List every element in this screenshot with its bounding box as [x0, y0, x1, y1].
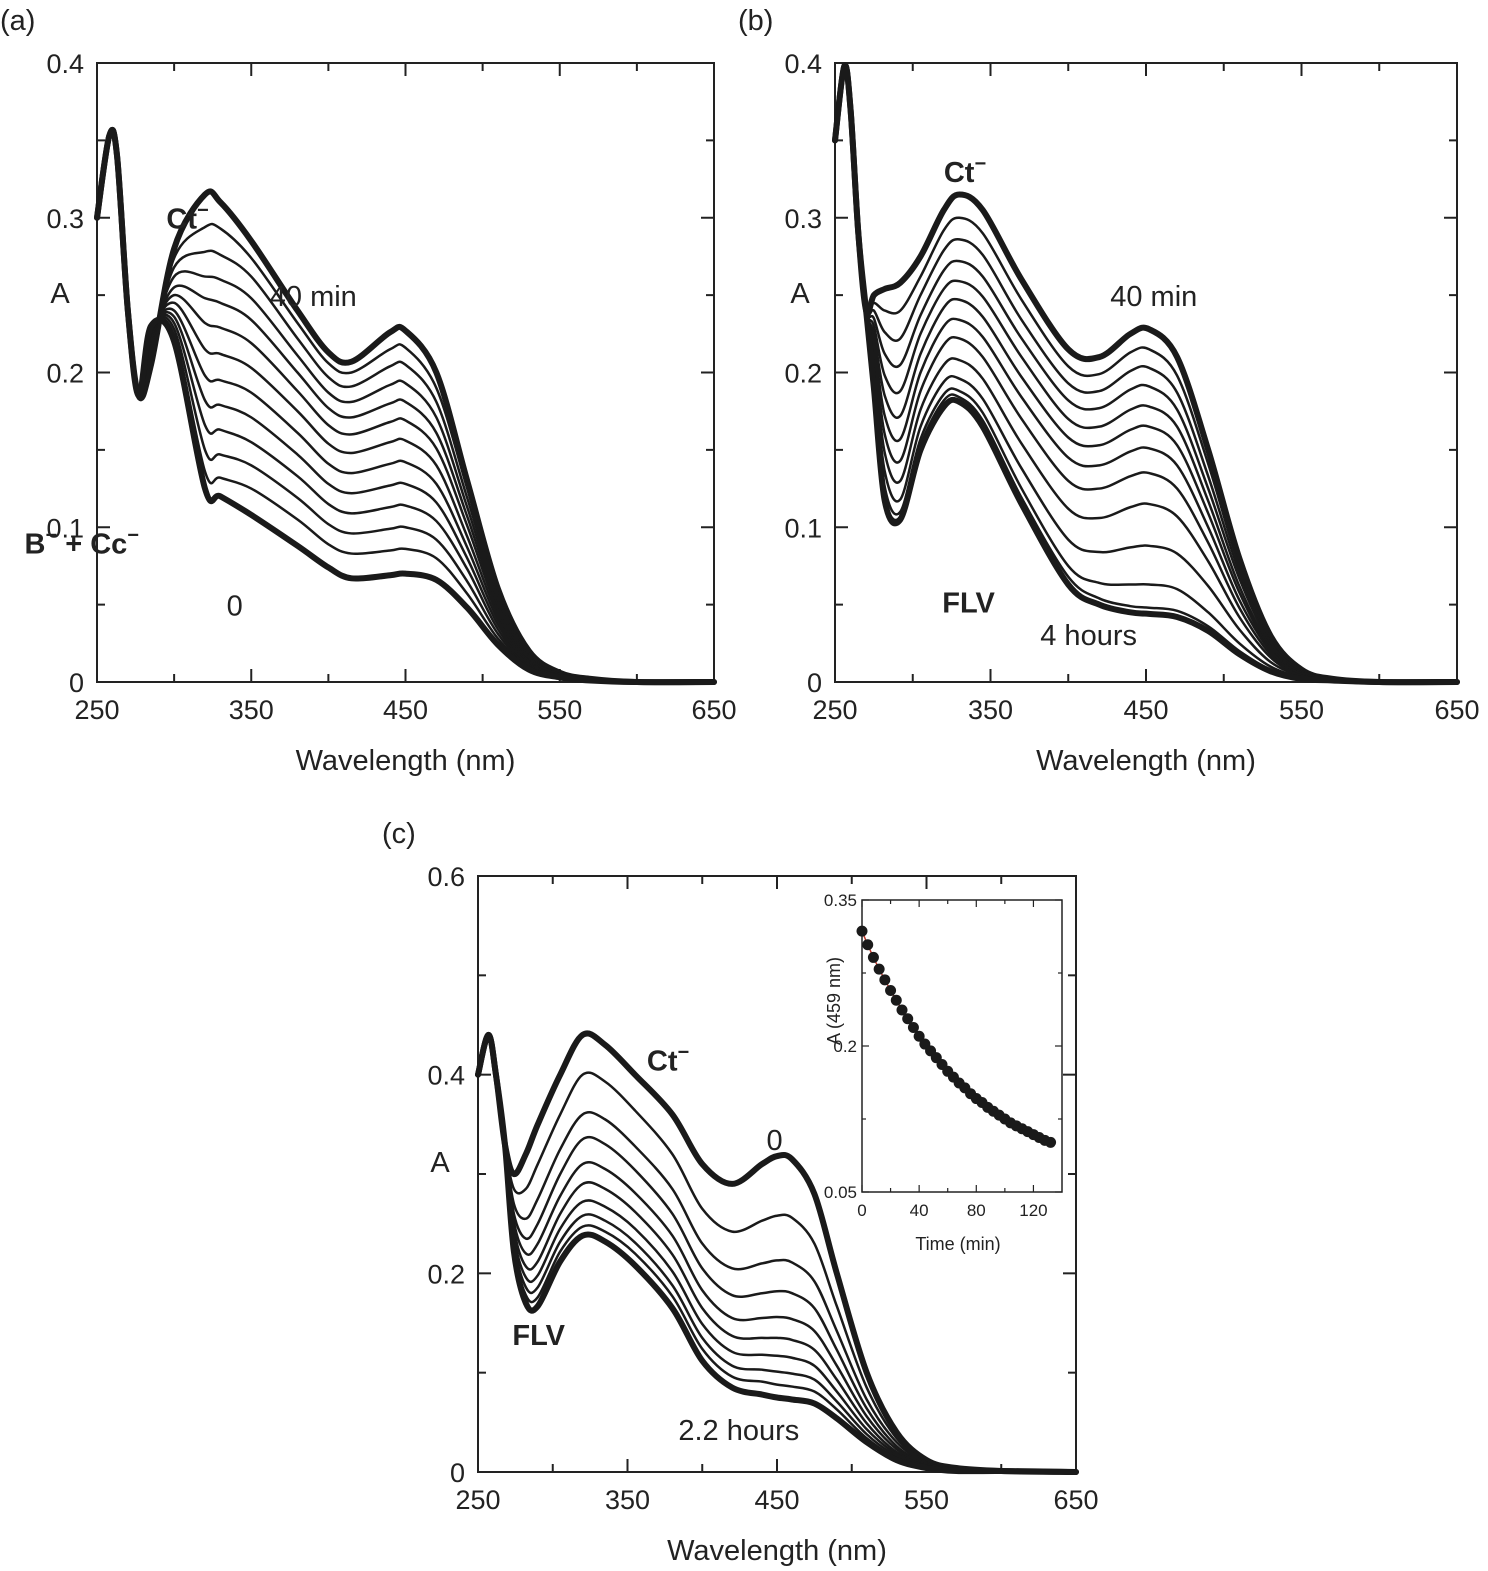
panel-label: (b): [738, 5, 773, 37]
inset-y-axis-title: A (459 nm): [824, 957, 844, 1045]
inset-frame: [861, 899, 1063, 1193]
annotation: FLV: [942, 587, 995, 619]
y-tick-label: 0.2: [784, 359, 822, 389]
x-axis-title: Wavelength (nm): [667, 1535, 887, 1567]
series-line-7: [833, 64, 1459, 684]
inset-data-point: [1045, 1136, 1057, 1148]
inset-data-point: [902, 1013, 914, 1025]
y-tick-label: 0.2: [427, 1259, 465, 1289]
annotation: 40 min: [1110, 281, 1197, 313]
inset-data-point: [867, 951, 879, 963]
x-axis-title: Wavelength (nm): [1036, 745, 1256, 777]
inset-x-tick-label: 0: [857, 1201, 866, 1220]
y-tick-label: 0.3: [784, 204, 822, 234]
inset-x-tick-label: 80: [967, 1201, 986, 1220]
annotation: 0: [227, 590, 243, 622]
annotation: B− + Cc−: [25, 525, 139, 561]
inset-x-axis-title: Time (min): [915, 1234, 1000, 1254]
y-tick-label: 0: [807, 668, 822, 698]
annotation: 2.2 hours: [678, 1415, 799, 1447]
inset-data-point: [896, 1004, 908, 1016]
panel-c: 250 350 450 550 650 0 0.2 0.4 0.6 Wavelength (nm)…: [382, 818, 1099, 1567]
series-line-0: [475, 1030, 1079, 1475]
panel-a: 250 350 450 550 650 0 0.1 0.2 0.3 0.4 Wavelength (…: [0, 5, 737, 777]
series-line-9: [475, 1031, 1079, 1475]
series-line-2: [476, 1033, 1078, 1474]
panel-c-inset: 0 40 80 120 0.05 0.2 0.35 Time (min) A (459 nm): [824, 891, 1063, 1254]
x-tick-label: 250: [74, 695, 119, 725]
x-tick-label: 450: [383, 695, 428, 725]
y-tick-label: 0.4: [46, 49, 84, 79]
y-axis-title: A: [790, 278, 810, 310]
x-tick-label: 650: [1434, 695, 1479, 725]
y-tick-label: 0: [69, 668, 84, 698]
x-axis-title: Wavelength (nm): [296, 745, 516, 777]
y-tick-label: 0.2: [46, 359, 84, 389]
inset-y-tick-label: 0.35: [824, 891, 857, 910]
inset-data-point: [856, 925, 868, 937]
y-tick-label: 0.6: [427, 862, 465, 892]
y-tick-label: 0.3: [46, 204, 84, 234]
panel-label: (c): [382, 818, 416, 850]
x-tick-label: 650: [1053, 1485, 1098, 1515]
inset-data-point: [890, 994, 902, 1006]
x-tick-label: 350: [968, 695, 1013, 725]
inset-data-point: [907, 1022, 919, 1034]
x-tick-label: 550: [1279, 695, 1324, 725]
x-tick-label: 250: [812, 695, 857, 725]
series-line-12: [94, 126, 717, 686]
annotation: Ct−: [166, 200, 208, 236]
annotation: 40 min: [270, 281, 357, 313]
y-tick-label: 0.1: [784, 513, 822, 543]
inset-data-point: [885, 985, 897, 997]
y-axis-title: A: [50, 278, 70, 310]
x-tick-label: 250: [455, 1485, 500, 1515]
x-tick-label: 350: [605, 1485, 650, 1515]
series-line-1: [476, 1033, 1078, 1474]
inset-y-tick-label: 0.05: [824, 1183, 857, 1202]
panel-label: (a): [0, 5, 35, 37]
annotation: Ct−: [944, 153, 986, 189]
inset-x-tick-label: 40: [910, 1201, 929, 1220]
panel-b: 250 350 450 550 650 0 0.1 0.2 0.3 0.4 Wavelength (…: [738, 5, 1480, 777]
inset-x-tick-label: 120: [1019, 1201, 1047, 1220]
x-tick-label: 450: [754, 1485, 799, 1515]
inset-data-point: [913, 1030, 925, 1042]
x-tick-label: 550: [537, 695, 582, 725]
annotation: 0: [767, 1125, 783, 1157]
x-tick-label: 550: [904, 1485, 949, 1515]
y-tick-label: 0.4: [427, 1061, 465, 1091]
inset-data-point: [873, 963, 885, 975]
y-tick-label: 0: [450, 1458, 465, 1488]
annotation: Ct−: [647, 1042, 689, 1078]
annotation: FLV: [512, 1320, 565, 1352]
inset-data-point: [879, 974, 891, 986]
x-tick-label: 450: [1123, 695, 1168, 725]
y-tick-label: 0.1: [46, 513, 84, 543]
annotation: 4 hours: [1040, 620, 1137, 652]
y-tick-label: 0.4: [784, 49, 822, 79]
x-tick-label: 650: [691, 695, 736, 725]
y-axis-title: A: [430, 1147, 450, 1179]
series-line-12: [832, 62, 1460, 686]
inset-data-point: [862, 939, 874, 951]
x-tick-label: 350: [229, 695, 274, 725]
inset-y-tick-label: 0.2: [833, 1037, 857, 1056]
